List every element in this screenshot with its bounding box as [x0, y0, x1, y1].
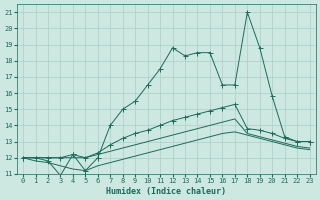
X-axis label: Humidex (Indice chaleur): Humidex (Indice chaleur): [106, 187, 226, 196]
